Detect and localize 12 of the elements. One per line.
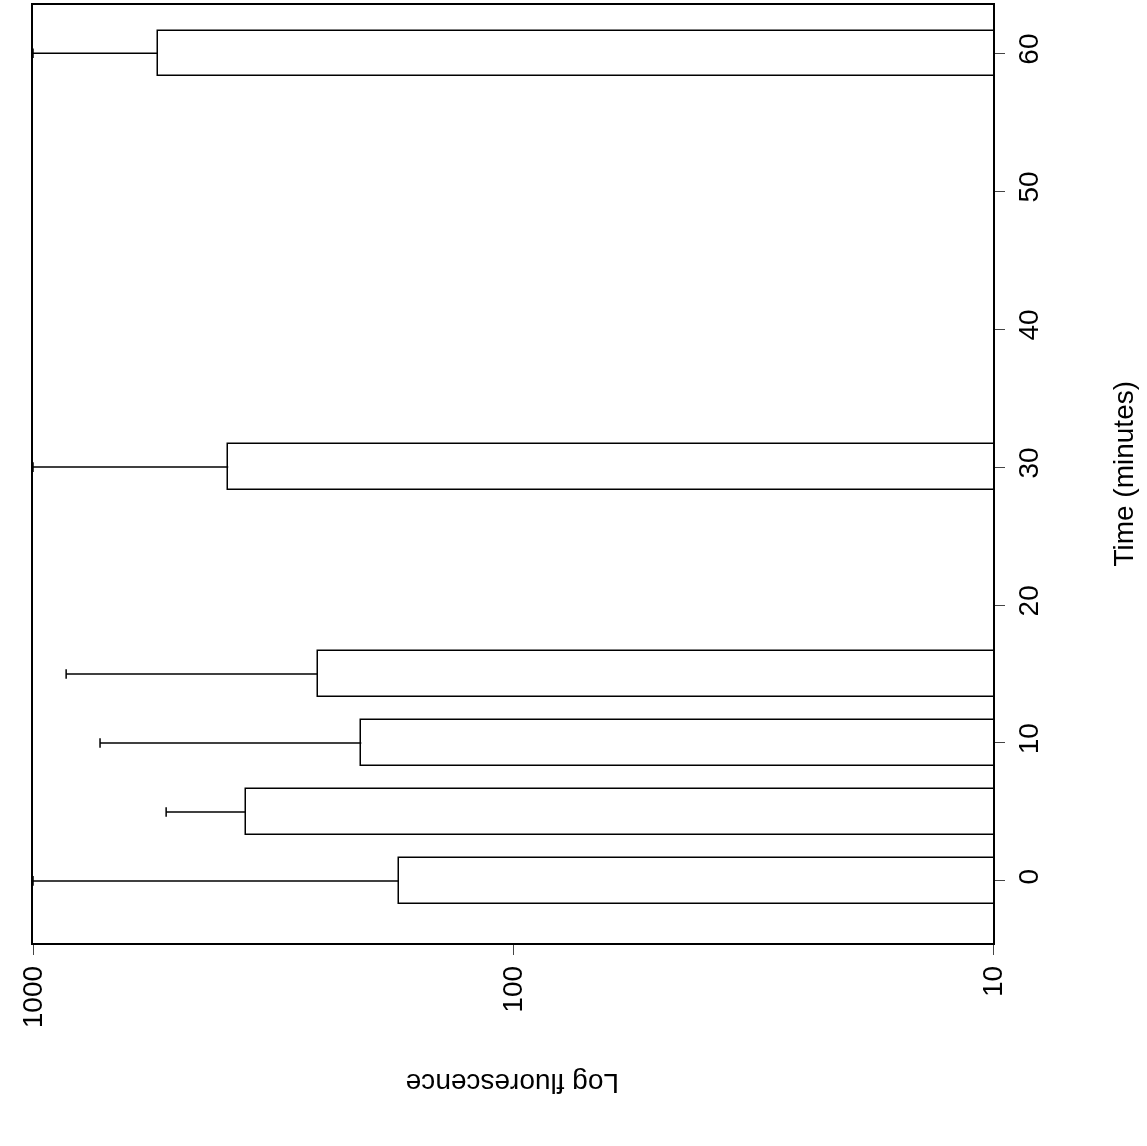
x-tick-label: 10 xyxy=(977,965,1009,998)
y-tick-label: 10 xyxy=(1013,723,1045,755)
y-tick-label: 40 xyxy=(1013,309,1045,341)
y-tick-label: 20 xyxy=(1013,585,1045,617)
y-tick-label: 50 xyxy=(1013,171,1045,203)
y-tick-label: 30 xyxy=(1013,447,1045,479)
x-tick-label: 1000 xyxy=(17,965,49,1029)
y-tick-label: 60 xyxy=(1013,33,1045,65)
x-axis-title: Log fluorescence xyxy=(405,1068,619,1100)
x-tick-label: 100 xyxy=(497,965,529,1013)
y-tick-label: 0 xyxy=(1013,868,1045,885)
y-axis-title: Time (minutes) xyxy=(1107,380,1139,567)
